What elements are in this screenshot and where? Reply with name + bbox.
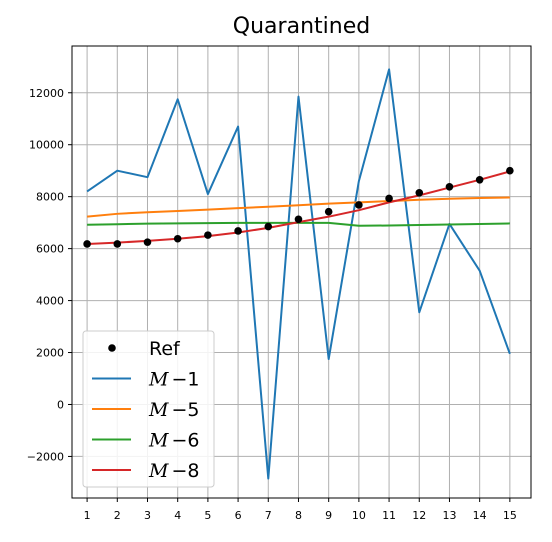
plot-frame xyxy=(71,45,532,499)
y-tick-label: 6000 xyxy=(36,243,64,256)
ref-point xyxy=(294,215,303,224)
legend-label: M −6 xyxy=(148,430,199,452)
ref-point xyxy=(506,166,514,175)
x-tick-label: 5 xyxy=(204,509,211,522)
y-tick-label: 12000 xyxy=(29,87,64,100)
legend-label: M −1 xyxy=(148,369,199,391)
legend-label: Ref xyxy=(149,338,181,360)
ref-point xyxy=(385,194,393,203)
x-tick-label: 3 xyxy=(144,509,151,522)
ref-point xyxy=(83,240,91,248)
y-tick-label: 2000 xyxy=(36,347,64,360)
y-tick-label: 0 xyxy=(57,398,64,411)
ref-point xyxy=(173,234,182,243)
ref-point xyxy=(143,238,152,246)
ref-point xyxy=(355,201,363,209)
y-tick-label: −2000 xyxy=(27,450,64,463)
series-line xyxy=(87,196,510,218)
ref-point xyxy=(264,222,273,231)
ref-point xyxy=(324,207,333,216)
legend-box xyxy=(82,330,215,488)
legend-label: M −8 xyxy=(148,460,199,482)
x-tick-label: 2 xyxy=(114,509,121,522)
ref-point xyxy=(445,182,454,191)
y-tick-label: 8000 xyxy=(36,191,64,204)
legend: Ref M −1 M −5 M −6 M −8 xyxy=(82,330,215,488)
series-layer xyxy=(83,68,514,480)
axes: 1 2 3 4 5 6 7 8 9 10 11 12 13 14 15−200002000400060008… xyxy=(27,45,532,522)
x-tick-label: 9 xyxy=(325,509,332,522)
x-tick-label: 10 xyxy=(352,509,366,522)
legend-marker xyxy=(108,344,116,352)
ref-point xyxy=(113,240,122,248)
x-tick-label: 7 xyxy=(265,509,272,522)
x-tick-label: 15 xyxy=(503,509,517,522)
series-line xyxy=(86,68,511,480)
ref-point xyxy=(234,227,242,235)
x-tick-label: 1 xyxy=(84,509,91,522)
y-tick-label: 10000 xyxy=(29,139,64,152)
x-tick-label: 8 xyxy=(295,509,302,522)
ref-point xyxy=(475,175,484,184)
legend-label: M −5 xyxy=(148,399,199,421)
ref-point xyxy=(204,231,212,239)
chart-title: Quarantined xyxy=(233,14,370,39)
x-tick-label: 6 xyxy=(235,509,242,522)
x-tick-label: 12 xyxy=(412,509,426,522)
x-tick-label: 4 xyxy=(174,509,181,522)
ref-point xyxy=(415,188,424,197)
x-tick-label: 13 xyxy=(442,509,456,522)
y-tick-label: 4000 xyxy=(36,295,64,308)
x-tick-label: 14 xyxy=(473,509,487,522)
x-tick-label: 11 xyxy=(382,509,396,522)
